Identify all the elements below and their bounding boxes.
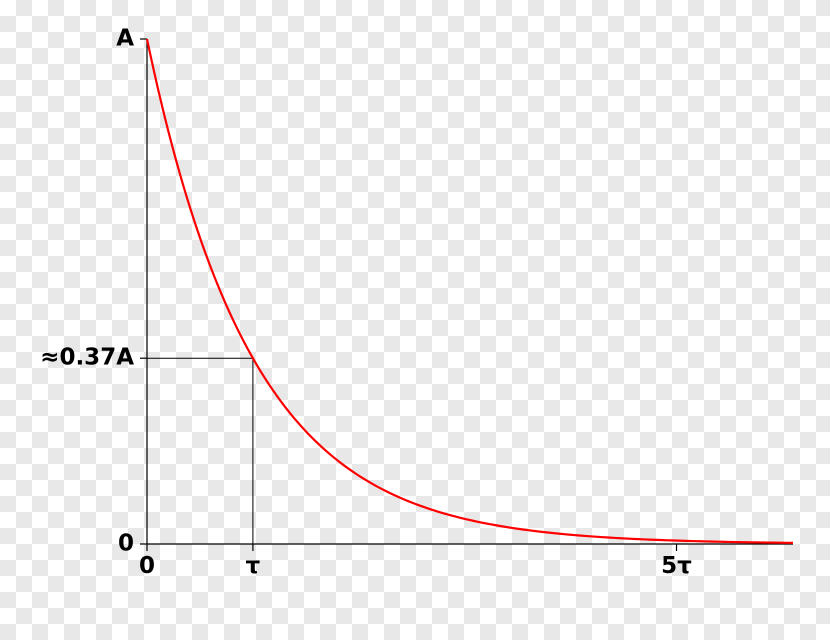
axes	[147, 39, 793, 544]
decay-chart: 0 τ 5τ 0 ≈0.37A A	[0, 0, 830, 640]
tau-guides	[147, 358, 253, 544]
y-tick-label-0: 0	[118, 531, 134, 557]
x-ticks	[147, 544, 677, 551]
x-tick-label-0: 0	[139, 553, 155, 579]
y-ticks	[140, 39, 147, 544]
x-tick-label-2: 5τ	[661, 553, 692, 579]
decay-curve	[147, 39, 793, 543]
y-tick-label-1: ≈0.37A	[40, 345, 134, 371]
x-tick-label-1: τ	[246, 553, 261, 579]
x-tick-labels: 0 τ 5τ	[139, 553, 692, 579]
y-tick-labels: 0 ≈0.37A A	[40, 26, 134, 557]
y-tick-label-2: A	[116, 26, 134, 52]
